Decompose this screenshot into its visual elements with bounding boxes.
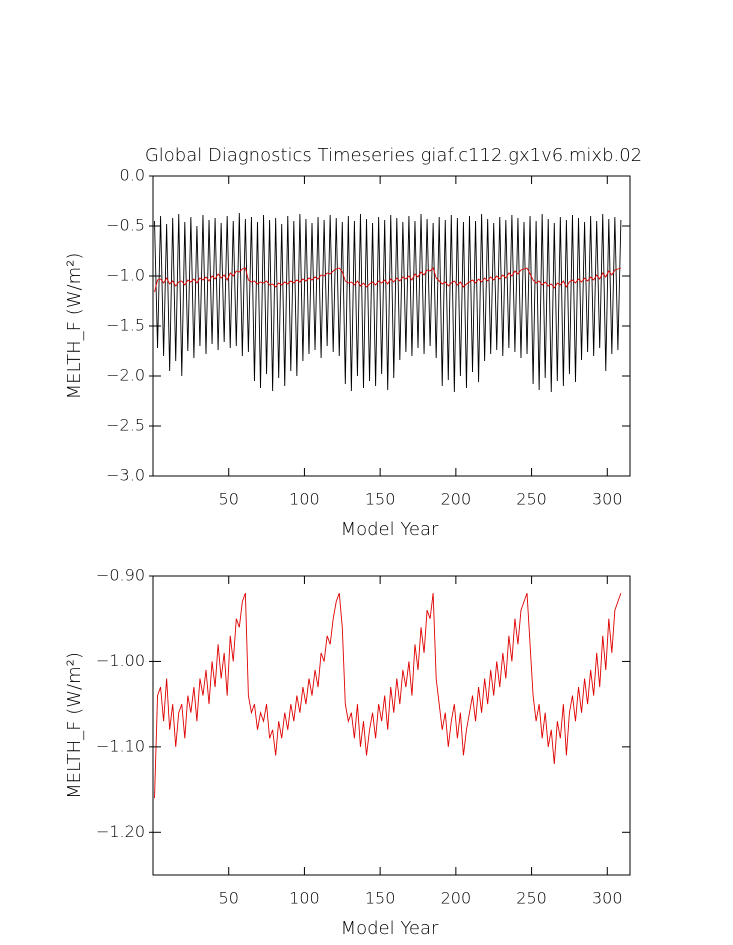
- x-tick-label: 200: [441, 490, 472, 509]
- y-tick-label: 0.0: [120, 166, 145, 185]
- series-line: [154, 212, 622, 393]
- y-tick-label: −0.5: [106, 216, 145, 235]
- y-tick-label: −0.90: [96, 566, 145, 585]
- y-tick-label: −1.0: [106, 266, 145, 285]
- x-tick-label: 200: [441, 889, 472, 908]
- x-tick-label: 300: [592, 490, 623, 509]
- y-tick-label: −1.10: [96, 736, 145, 755]
- y-tick-label: −1.5: [106, 316, 145, 335]
- y-axis-label: MELTH_F (W/m²): [64, 253, 85, 400]
- x-axis-label: Model Year: [341, 519, 439, 540]
- x-tick-label: 250: [516, 490, 547, 509]
- x-axis-label: Model Year: [341, 918, 439, 939]
- x-tick-label: 300: [592, 889, 623, 908]
- series-line: [154, 267, 622, 293]
- y-tick-label: −1.00: [96, 651, 145, 670]
- x-tick-label: 250: [516, 889, 547, 908]
- x-tick-label: 100: [289, 889, 320, 908]
- y-tick-label: −3.0: [106, 466, 145, 485]
- y-tick-label: −2.5: [106, 416, 145, 435]
- y-axis-label: MELTH_F (W/m²): [64, 652, 85, 799]
- x-tick-label: 50: [219, 889, 239, 908]
- plot-frame: [152, 575, 631, 876]
- chart-title: Global Diagnostics Timeseries giaf.c112.…: [145, 145, 642, 166]
- x-tick-label: 150: [365, 490, 396, 509]
- x-tick-label: 150: [365, 889, 396, 908]
- x-tick-label: 100: [289, 490, 320, 509]
- y-tick-label: −2.0: [106, 366, 145, 385]
- x-tick-label: 50: [219, 490, 239, 509]
- series-line: [154, 592, 622, 799]
- y-tick-label: −1.20: [96, 822, 145, 841]
